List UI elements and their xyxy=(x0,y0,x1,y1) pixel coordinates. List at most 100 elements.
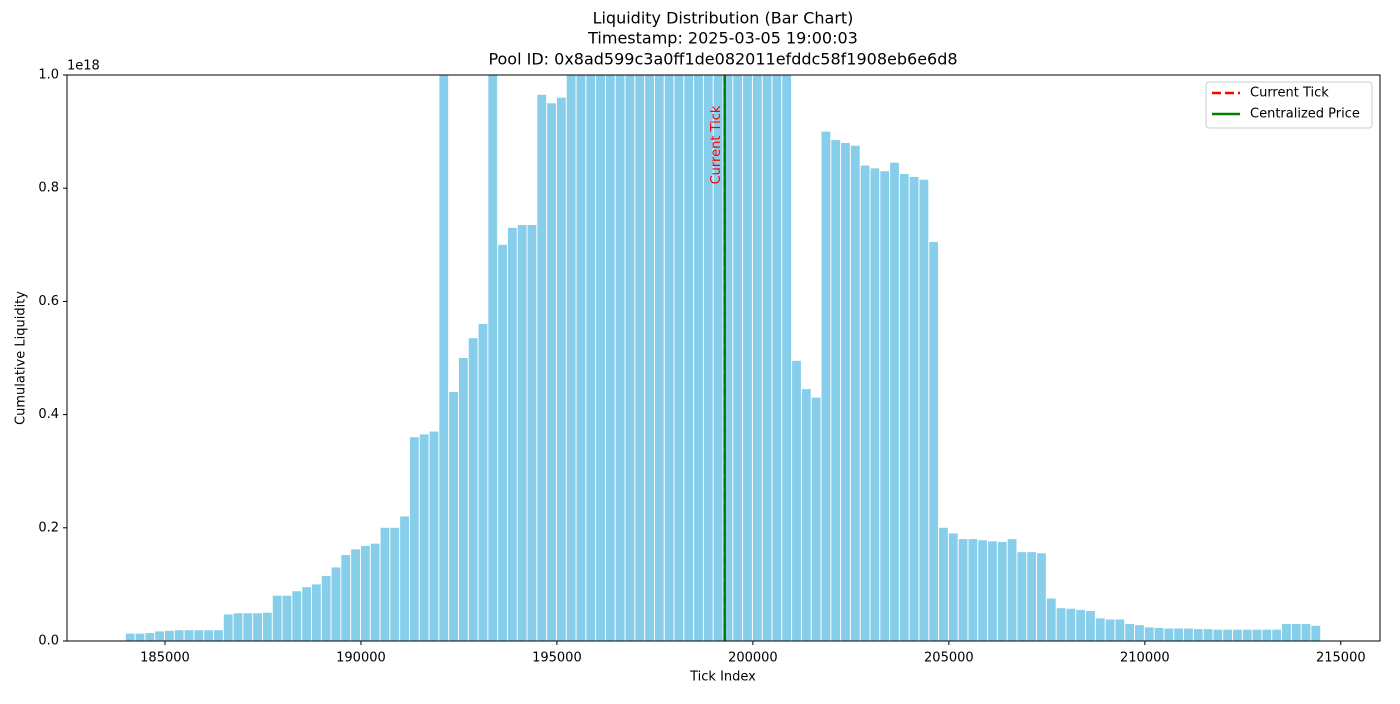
bar xyxy=(360,545,370,641)
bar xyxy=(1125,624,1135,641)
bar xyxy=(468,338,478,641)
bar xyxy=(1282,624,1291,641)
bar xyxy=(694,75,703,641)
bar xyxy=(1291,624,1301,641)
y-tick-label: 0.0 xyxy=(38,634,59,649)
bar xyxy=(507,227,517,641)
bar xyxy=(801,389,811,641)
bar xyxy=(988,541,997,641)
bar xyxy=(596,75,605,641)
bar xyxy=(351,549,360,641)
chart-subtitle: Timestamp: 2025-03-05 19:00:03 xyxy=(587,29,858,48)
bar xyxy=(341,554,351,641)
bar xyxy=(1184,628,1193,641)
bar xyxy=(302,587,311,641)
bar xyxy=(243,613,253,641)
bar xyxy=(174,630,184,641)
bar xyxy=(831,140,841,641)
bar xyxy=(527,224,537,641)
bar xyxy=(409,437,419,641)
bar xyxy=(615,75,625,641)
bar xyxy=(762,75,772,641)
bar xyxy=(253,613,262,641)
y-tick-label: 0.4 xyxy=(38,407,59,422)
bar xyxy=(223,614,233,641)
bar xyxy=(929,241,939,641)
bar xyxy=(478,324,488,641)
bar xyxy=(664,75,674,641)
bar xyxy=(380,527,390,641)
bar xyxy=(743,75,752,641)
plot-frame xyxy=(66,74,1381,642)
bar xyxy=(1154,627,1164,641)
x-tick-label: 195000 xyxy=(532,651,582,666)
bar xyxy=(1233,629,1242,641)
bar xyxy=(272,595,282,641)
bar xyxy=(292,591,302,641)
bar xyxy=(1174,628,1184,641)
bar xyxy=(909,176,919,641)
bar xyxy=(1223,629,1233,641)
bars xyxy=(125,75,1321,641)
y-offset-label: 1e18 xyxy=(67,59,100,74)
bar xyxy=(625,75,635,641)
bar xyxy=(1164,628,1174,641)
bar xyxy=(1027,552,1037,641)
bar xyxy=(1242,629,1252,641)
x-tick-label: 205000 xyxy=(924,651,974,666)
bar xyxy=(1144,627,1154,641)
bar xyxy=(566,75,576,641)
bar xyxy=(321,575,331,641)
bar xyxy=(850,145,860,641)
bar xyxy=(782,75,792,641)
bar xyxy=(429,431,439,641)
legend-label: Centralized Price xyxy=(1250,107,1360,122)
bar xyxy=(958,539,968,641)
bar xyxy=(1203,629,1213,641)
bar xyxy=(204,630,213,641)
legend-box xyxy=(1205,81,1373,129)
bar xyxy=(605,75,615,641)
bar xyxy=(1095,618,1105,641)
bar xyxy=(1252,629,1262,641)
chart-subtitle: Pool ID: 0x8ad599c3a0ff1de082011efddc58f… xyxy=(488,50,957,69)
annotation: Current Tick xyxy=(709,105,724,184)
bar xyxy=(811,397,821,641)
y-tick-label: 0.6 xyxy=(38,294,59,309)
bar xyxy=(400,516,409,641)
bar xyxy=(419,434,429,641)
bar xyxy=(978,540,988,641)
bar xyxy=(194,630,204,641)
bar xyxy=(1193,629,1203,641)
x-tick-label: 200000 xyxy=(728,651,778,666)
x-tick-label: 190000 xyxy=(336,651,386,666)
y-tick-label: 0.2 xyxy=(38,520,59,535)
bar xyxy=(752,75,762,641)
bar xyxy=(654,75,664,641)
bar xyxy=(890,162,899,641)
x-tick-label: 210000 xyxy=(1120,651,1170,666)
bar xyxy=(1076,609,1086,641)
bar xyxy=(1311,625,1321,641)
bar xyxy=(498,244,507,641)
bar xyxy=(723,75,733,641)
bar xyxy=(537,94,547,641)
bar xyxy=(1046,598,1056,641)
bar xyxy=(547,103,556,641)
bar xyxy=(390,527,400,641)
bar xyxy=(184,630,194,641)
bar xyxy=(939,527,948,641)
bar xyxy=(262,612,272,641)
bar xyxy=(713,75,723,641)
bar xyxy=(1262,629,1272,641)
bar xyxy=(1135,625,1144,641)
bar xyxy=(1066,608,1076,641)
bar xyxy=(449,391,458,641)
bar xyxy=(792,360,801,641)
bar xyxy=(997,541,1007,641)
bar xyxy=(164,630,174,641)
bar xyxy=(1272,629,1282,641)
bar xyxy=(899,174,909,641)
bar xyxy=(880,171,890,641)
